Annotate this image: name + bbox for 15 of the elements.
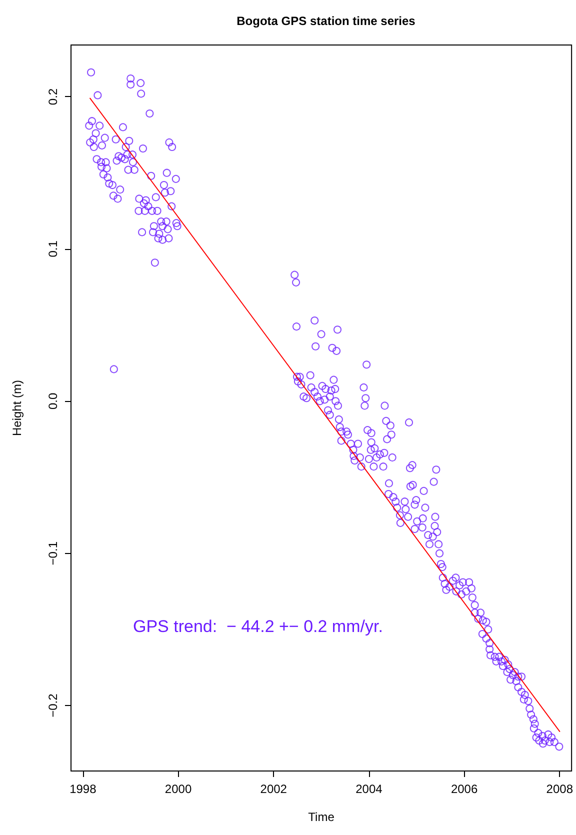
x-tick-label: 1998 bbox=[70, 782, 97, 796]
y-tick-label: −0.2 bbox=[46, 693, 60, 718]
y-tick-label: 0.0 bbox=[46, 392, 60, 410]
y-axis-title: Height (m) bbox=[10, 380, 24, 436]
y-tick-label: 0.1 bbox=[46, 240, 60, 258]
y-tick-label: 0.2 bbox=[46, 88, 60, 106]
x-tick-label: 2004 bbox=[356, 782, 383, 796]
x-tick-label: 2008 bbox=[546, 782, 574, 796]
x-axis-title: Time bbox=[308, 810, 335, 824]
chart-title: Bogota GPS station time series bbox=[236, 14, 416, 28]
x-tick-label: 2002 bbox=[260, 782, 288, 796]
x-tick-label: 2006 bbox=[450, 782, 478, 796]
x-tick-label: 2000 bbox=[164, 782, 192, 796]
y-tick-label: −0.1 bbox=[46, 541, 60, 566]
annotation: GPS trend: − 44.2 +− 0.2 mm/yr. bbox=[133, 617, 383, 636]
